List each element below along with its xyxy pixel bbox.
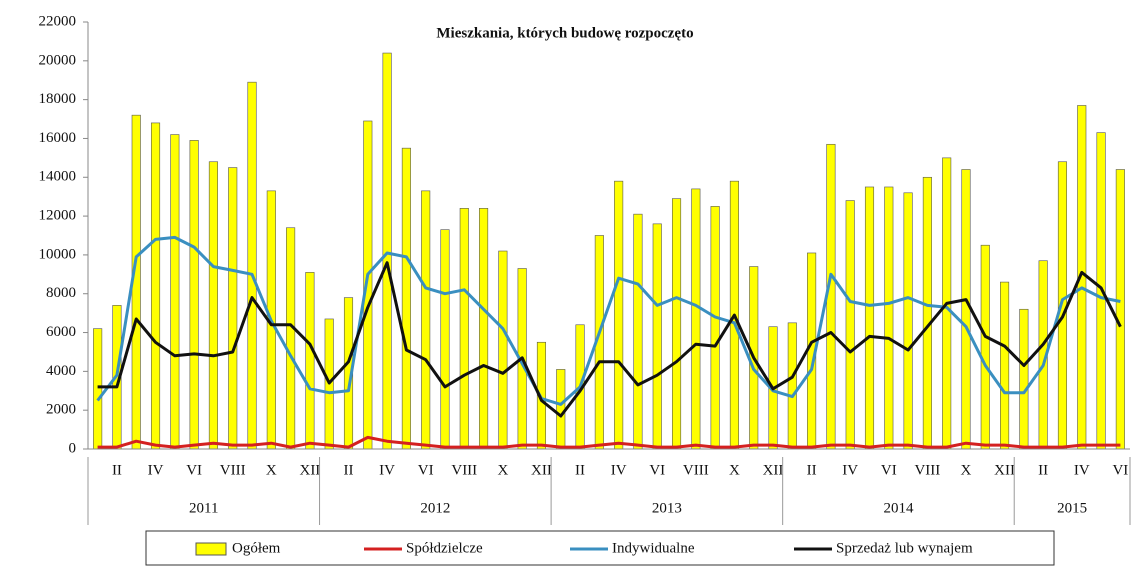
x-tick-label: II [1038,462,1048,478]
bar [150,122,161,450]
bar [864,186,875,450]
y-tick-label: 8000 [46,285,76,301]
bar [961,169,971,450]
y-tick-label: 18000 [39,91,77,107]
bar [208,161,218,450]
year-label: 2015 [1057,500,1087,516]
year-label: 2013 [652,500,682,516]
legend-label: Spółdzielcze [406,540,483,556]
bar [286,227,296,450]
bar [614,180,624,450]
bar [633,213,643,450]
bar [671,198,682,450]
line [96,235,1121,406]
y-tick-label: 22000 [39,13,77,29]
x-tick-label: VI [186,462,202,478]
bar [652,223,662,450]
bar [247,81,257,450]
x-tick-label: VIII [914,462,940,478]
bar [440,229,450,450]
x-tick-label: IV [148,462,164,478]
y-tick-label: 0 [69,440,77,456]
bar [479,208,489,450]
x-tick-label: II [112,462,122,478]
y-tick-label: 6000 [46,324,76,340]
bar [1019,308,1029,450]
bar [710,206,720,450]
x-tick-label: VIII [683,462,709,478]
legend-label: Indywidualne [612,540,695,556]
x-tick-label: VI [1112,462,1128,478]
x-tick-label: IV [611,462,627,478]
x-tick-label: IV [842,462,858,478]
x-tick-label: IV [1074,462,1090,478]
bar [189,140,199,450]
x-tick-label: X [729,462,740,478]
bar [884,186,894,450]
bar [93,328,103,450]
bar [556,369,566,450]
legend-swatch [195,542,227,556]
y-tick-label: 2000 [46,402,76,418]
bar [691,188,701,450]
x-tick-label: XII [299,462,320,478]
bar [1115,169,1125,450]
chart-title: Mieszkania, których budowę rozpoczęto [436,25,693,41]
year-label: 2011 [189,500,218,516]
y-tick-label: 12000 [39,208,77,224]
year-label: 2014 [883,500,914,516]
x-tick-label: X [497,462,508,478]
x-tick-label: II [344,462,354,478]
x-tick-label: II [807,462,817,478]
line [97,261,1122,418]
bar [826,143,836,450]
bar [922,176,932,450]
legend-label: Sprzedaż lub wynajem [836,540,973,556]
bar [980,244,990,450]
x-tick-label: XII [994,462,1015,478]
x-tick-label: XII [531,462,552,478]
bar [228,167,238,450]
bar [305,272,315,450]
y-tick-label: 16000 [39,130,77,146]
year-label: 2012 [420,500,450,516]
x-tick-label: VI [881,462,897,478]
bar [1000,281,1010,450]
x-tick-label: XII [763,462,784,478]
legend-label: Ogółem [232,540,281,556]
y-tick-label: 14000 [39,169,77,185]
bar [401,147,411,450]
x-tick-label: VIII [220,462,246,478]
bar [459,208,469,450]
x-tick-label: VIII [451,462,477,478]
bar [787,322,797,450]
x-tick-label: VI [649,462,665,478]
line [97,435,1121,449]
bar [498,250,508,450]
bar [421,190,431,450]
bar [382,52,392,450]
y-tick-label: 4000 [46,363,76,379]
y-tick-label: 20000 [39,52,77,68]
x-tick-label: X [961,462,972,478]
bar [170,134,180,450]
x-tick-label: II [575,462,585,478]
x-tick-label: IV [379,462,395,478]
x-tick-label: VI [418,462,434,478]
bar [845,200,855,450]
y-tick-label: 10000 [39,246,77,262]
x-tick-label: X [266,462,277,478]
bar [903,192,913,450]
